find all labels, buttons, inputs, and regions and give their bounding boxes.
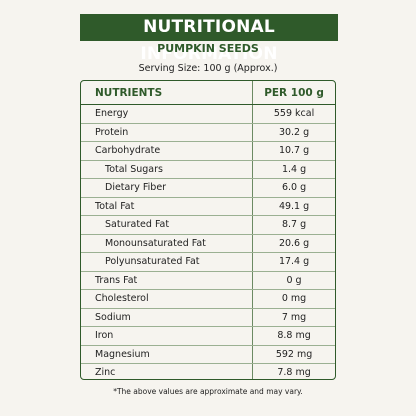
- subtitle: PUMPKIN SEEDS: [157, 42, 259, 55]
- row: Dietary Fiber 6.0 g: [81, 178, 335, 198]
- amount: 8.8 mg: [252, 326, 335, 346]
- row: Cholesterol 0 mg: [81, 289, 335, 309]
- column-header: NUTRIENTS: [81, 81, 253, 105]
- amount: 10.7 g: [252, 141, 335, 161]
- nutrient: Magnesium: [81, 345, 253, 364]
- row: Sodium 7 mg: [81, 308, 335, 327]
- amount: 0 mg: [252, 289, 335, 309]
- row: Monounsaturated Fat 20.6 g: [81, 234, 335, 253]
- amount: 8.7 g: [252, 215, 335, 235]
- nutrient: Sodium: [81, 308, 253, 327]
- nutrient: Polyunsaturated Fat: [81, 252, 253, 272]
- row: Protein 30.2 g: [81, 123, 335, 142]
- serving-size: Serving Size: 100 g (Approx.): [138, 63, 278, 74]
- nutrient: Saturated Fat: [81, 215, 253, 235]
- row: Energy 559 kcal: [81, 104, 335, 124]
- nutrition-table: NUTRIENTS PER 100 g Energy 559 kcal Protei…: [80, 80, 336, 380]
- nutrient: Zinc: [95, 367, 116, 379]
- amount: 17.4 g: [252, 252, 335, 272]
- amount: 49.1 g: [252, 197, 335, 216]
- amount: 592 mg: [252, 345, 335, 364]
- amount: 1.4 g: [252, 160, 335, 179]
- nutrient: Carbohydrate: [81, 141, 253, 161]
- nutrient: Monounsaturated Fat: [81, 234, 253, 253]
- column-header: PER 100 g: [252, 81, 335, 105]
- nutrient: Total Fat: [81, 197, 253, 216]
- amount: 30.2 g: [252, 123, 335, 142]
- row: Trans Fat 0 g: [81, 271, 335, 290]
- row: Zinc 7.8 mg: [81, 363, 335, 379]
- nutrient: Cholesterol: [81, 289, 253, 309]
- title: NUTRITIONAL INFORMATION: [80, 14, 338, 64]
- amount: 6.0 g: [252, 178, 335, 198]
- row: Total Sugars 1.4 g: [81, 160, 335, 179]
- amount: 0 g: [252, 271, 335, 290]
- row: Iron 8.8 mg: [81, 326, 335, 346]
- amount: 7 mg: [252, 308, 335, 327]
- footnote: *The above values are approximate and ma…: [113, 387, 303, 396]
- amount: 7.8 mg: [252, 363, 335, 379]
- row: Total Fat 49.1 g: [81, 197, 335, 216]
- header-row: NUTRIENTS PER 100 g: [81, 81, 335, 105]
- nutrient: Trans Fat: [81, 271, 253, 290]
- amount: 20.6 g: [252, 234, 335, 253]
- row: Polyunsaturated Fat 17.4 g: [81, 252, 335, 272]
- nutrient: Dietary Fiber: [81, 178, 253, 198]
- nutrient: Iron: [81, 326, 253, 346]
- table: NUTRIENTS PER 100 g Energy 559 kcal Protei…: [81, 81, 335, 379]
- amount: 559 kcal: [252, 104, 335, 124]
- nutrient: Total Sugars: [81, 160, 253, 179]
- row: Carbohydrate 10.7 g: [81, 141, 335, 161]
- nutrient: Energy: [81, 104, 253, 124]
- row: Saturated Fat 8.7 g: [81, 215, 335, 235]
- row: Magnesium 592 mg: [81, 345, 335, 364]
- nutrient: Protein: [81, 123, 253, 142]
